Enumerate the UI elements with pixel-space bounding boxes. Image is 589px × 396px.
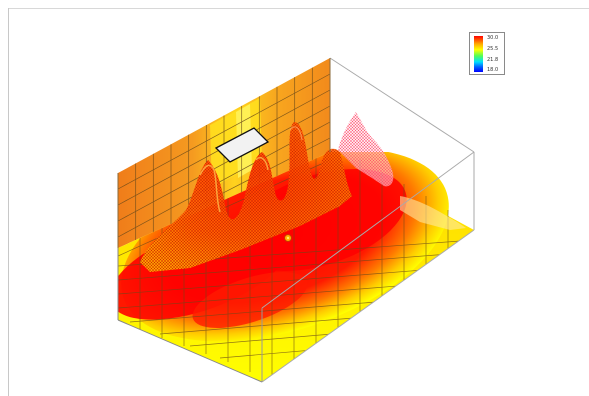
window-rectangle xyxy=(214,127,270,163)
legend-value-2: 25.5 xyxy=(487,46,499,52)
frame-left-border xyxy=(8,8,9,396)
color-scale-legend: 30.0 25.5 21.8 18.0 xyxy=(469,32,505,75)
legend-value-max: 30.0 xyxy=(487,35,499,41)
legend-value-min: 18.0 xyxy=(487,67,499,73)
frame-top-border xyxy=(8,8,589,9)
color-scale-bar xyxy=(474,36,483,72)
yellow-mesh-right xyxy=(400,196,466,230)
temperature-isosurface-mesh xyxy=(140,122,352,272)
legend-value-3: 21.8 xyxy=(487,57,499,63)
